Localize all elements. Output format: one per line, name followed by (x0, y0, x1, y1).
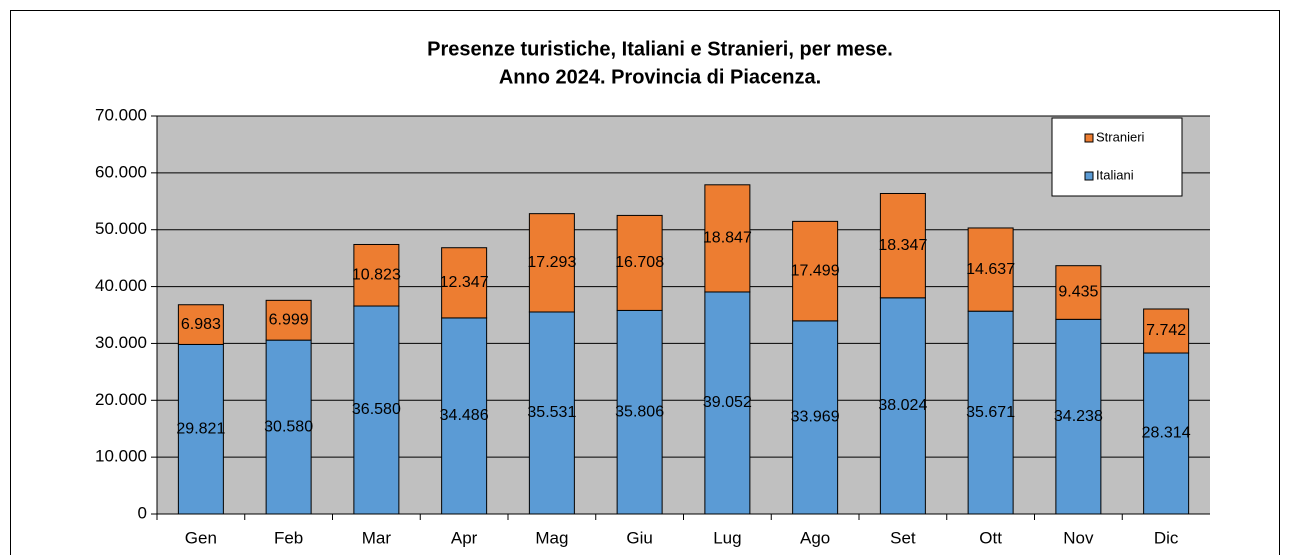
data-label: 16.708 (615, 254, 664, 271)
data-label: 28.314 (1142, 425, 1191, 442)
data-label: 29.821 (176, 420, 225, 437)
data-label: 12.347 (440, 274, 489, 291)
data-label: 6.983 (181, 316, 221, 333)
legend-swatch (1084, 133, 1094, 143)
data-label: 10.823 (352, 266, 401, 283)
data-label: 34.238 (1054, 408, 1103, 425)
data-label: 36.580 (352, 401, 401, 418)
y-tick-label: 40.000 (95, 276, 147, 295)
x-tick-label: Lug (713, 528, 741, 547)
bar-segment (879, 192, 926, 299)
bar-segment (704, 291, 751, 515)
data-label: 18.347 (878, 237, 927, 254)
bar-segment (616, 309, 663, 515)
bar-segment (616, 214, 663, 311)
data-label: 30.580 (264, 418, 313, 435)
x-tick-label: Gen (185, 528, 217, 547)
chart-subtitle: Anno 2024. Provincia di Piacenza. (499, 66, 821, 88)
bar-segment (441, 317, 488, 515)
legend-box (1051, 117, 1183, 197)
data-label: 9.435 (1058, 284, 1098, 301)
x-tick-label: Apr (451, 528, 478, 547)
data-label: 7.742 (1146, 322, 1186, 339)
bar-segment (704, 184, 751, 293)
data-label: 14.637 (966, 261, 1015, 278)
data-label: 35.531 (527, 404, 576, 421)
bar-segment (1055, 265, 1102, 320)
bar-segment (1055, 318, 1102, 515)
bar-segment (967, 227, 1014, 312)
y-tick-label: 70.000 (95, 105, 147, 124)
bar-segment (1143, 352, 1190, 515)
plot-area (157, 116, 1210, 514)
bar-segment (265, 339, 312, 515)
x-tick-label: Ott (979, 528, 1002, 547)
bar-segment (528, 213, 575, 313)
y-tick-label: 50.000 (95, 219, 147, 238)
legend-label: Stranieri (1096, 129, 1145, 144)
y-tick-label: 10.000 (95, 447, 147, 466)
x-tick-label: Mag (535, 528, 568, 547)
x-tick-label: Ago (800, 528, 830, 547)
bar-segment (441, 247, 488, 319)
data-label: 17.499 (791, 262, 840, 279)
bar-segment (265, 299, 312, 341)
bar-segment (353, 243, 400, 307)
bar-segment (792, 320, 839, 515)
chart-title: Presenze turistiche, Italiani e Stranier… (427, 38, 893, 60)
data-label: 33.969 (791, 409, 840, 426)
data-label: 17.293 (527, 254, 576, 271)
bar-segment (353, 305, 400, 515)
y-tick-label: 0 (138, 503, 147, 522)
data-label: 35.806 (615, 403, 664, 420)
data-label: 35.671 (966, 404, 1015, 421)
x-tick-label: Dic (1154, 528, 1179, 547)
bar-segment (967, 310, 1014, 515)
x-tick-label: Nov (1063, 528, 1094, 547)
y-tick-label: 20.000 (95, 390, 147, 409)
data-label: 34.486 (440, 407, 489, 424)
y-tick-label: 30.000 (95, 333, 147, 352)
x-tick-label: Giu (626, 528, 652, 547)
x-tick-label: Feb (274, 528, 303, 547)
bar-segment (792, 220, 839, 322)
legend-label: Italiani (1096, 167, 1134, 182)
data-label: 18.847 (703, 230, 752, 247)
data-label: 39.052 (703, 394, 752, 411)
x-tick-label: Mar (362, 528, 392, 547)
bar-segment (177, 304, 224, 345)
data-label: 38.024 (878, 397, 927, 414)
bar-segment (879, 297, 926, 515)
legend-swatch (1084, 171, 1094, 181)
bar-segment (1143, 308, 1190, 354)
bar-segment (528, 311, 575, 515)
x-tick-label: Set (890, 528, 916, 547)
data-label: 6.999 (269, 311, 309, 328)
y-tick-label: 60.000 (95, 162, 147, 181)
